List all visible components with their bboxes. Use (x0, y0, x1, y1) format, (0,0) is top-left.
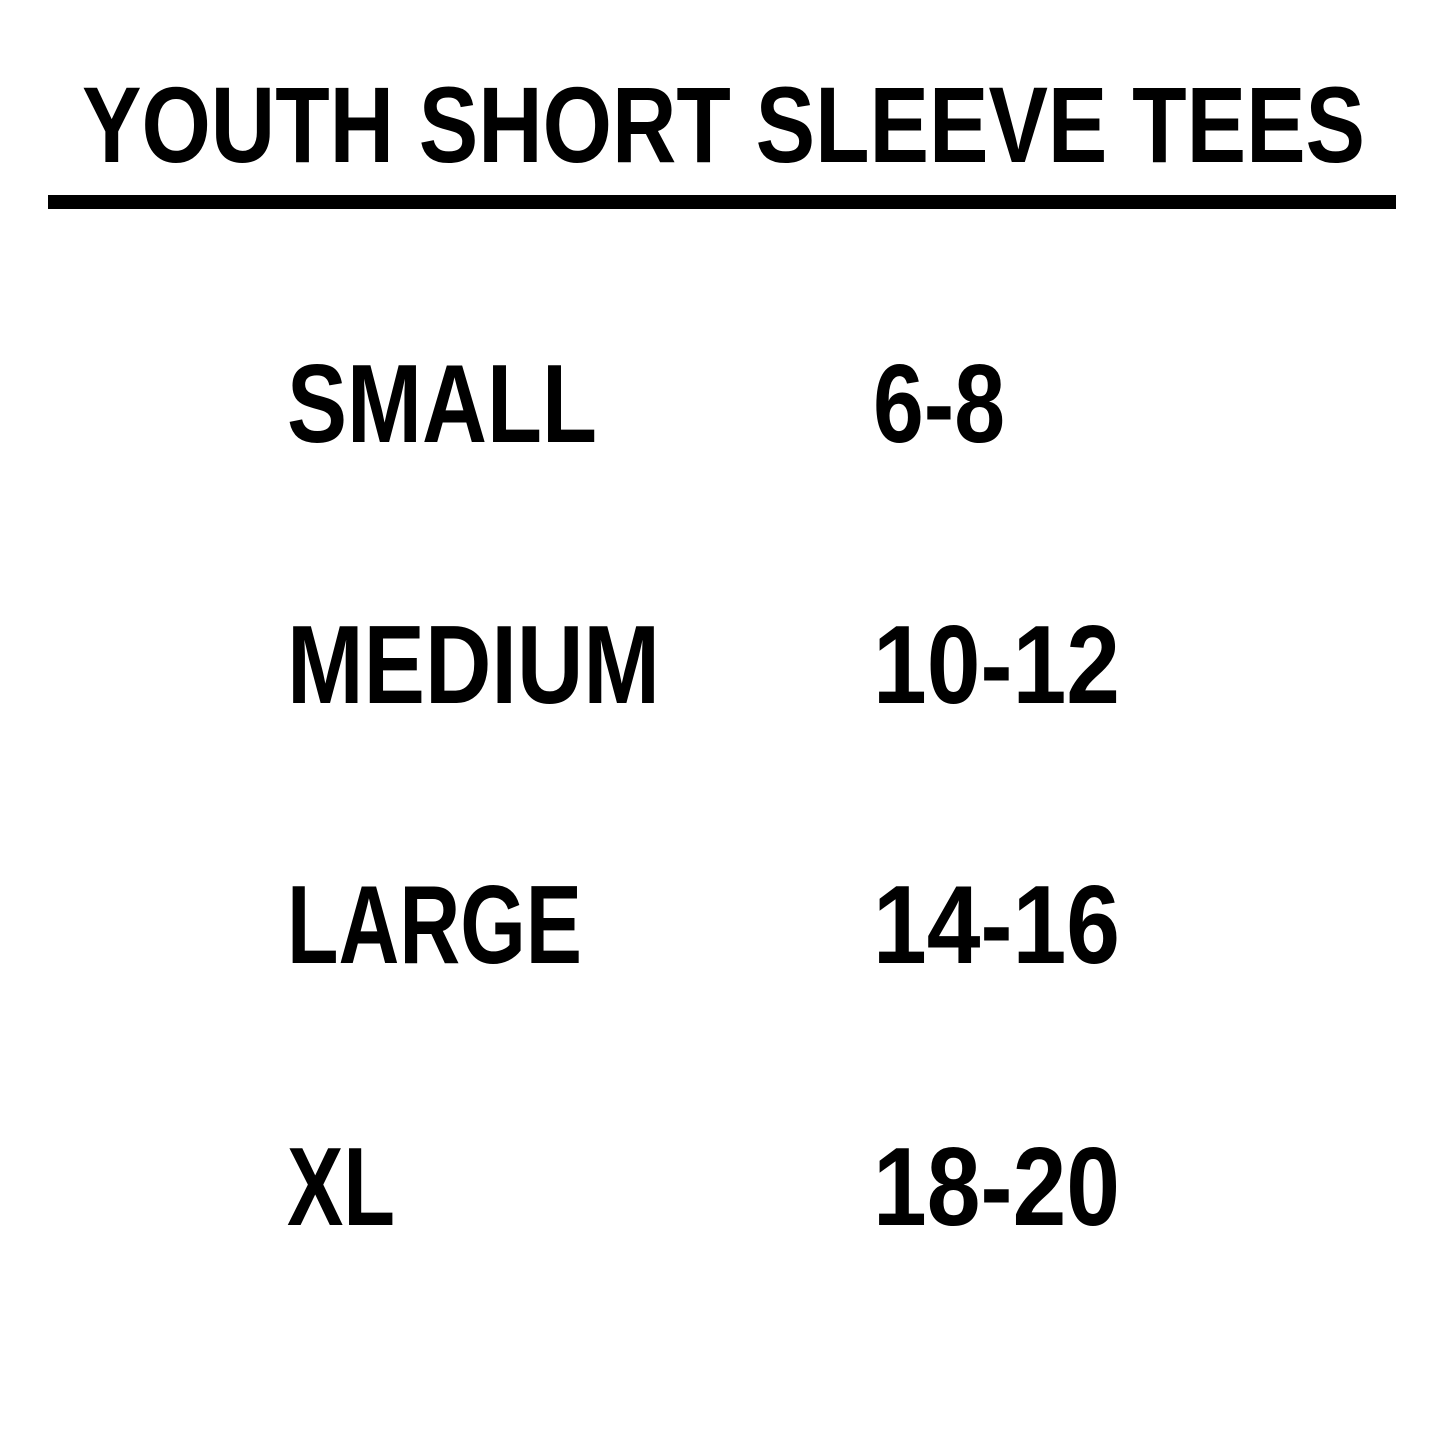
size-row: SMALL 6-8 (287, 342, 1005, 466)
size-row: XL 18-20 (287, 1125, 1120, 1249)
age-range: 18-20 (873, 1125, 1120, 1249)
size-label: SMALL (287, 342, 597, 466)
size-row: MEDIUM 10-12 (287, 603, 1120, 727)
page-title: YOUTH SHORT SLEEVE TEES (82, 64, 1365, 185)
size-label: MEDIUM (287, 603, 660, 727)
size-label: XL (287, 1125, 395, 1249)
size-label: LARGE (287, 863, 582, 987)
age-range: 14-16 (873, 863, 1120, 987)
age-range: 10-12 (873, 603, 1120, 727)
age-range: 6-8 (873, 342, 1005, 466)
size-row: LARGE 14-16 (287, 863, 1120, 987)
title-divider (48, 195, 1396, 209)
